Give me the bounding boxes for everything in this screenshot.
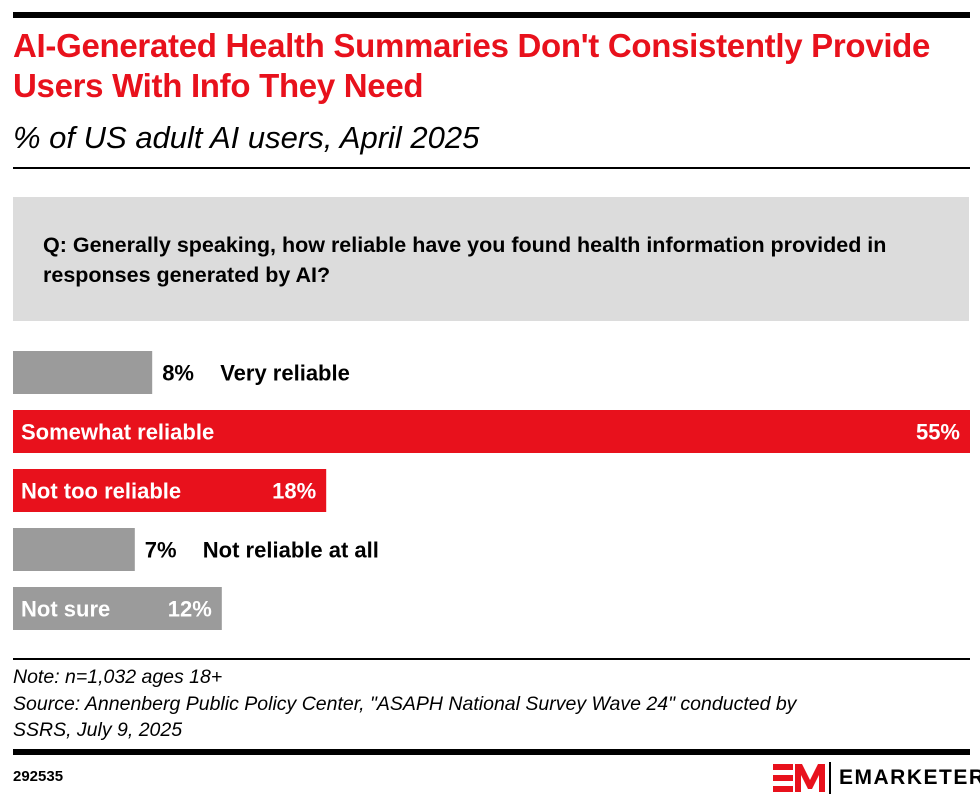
category-label: Not reliable at all <box>203 538 379 563</box>
footnote-source-cont: SSRS, July 9, 2025 <box>13 719 183 741</box>
category-label: Somewhat reliable <box>21 420 214 445</box>
bar <box>13 351 153 394</box>
footnote-source: Source: Annenberg Public Policy Center, … <box>13 693 797 715</box>
brand-name: EMARKETER <box>839 766 980 789</box>
chart-subtitle: % of US adult AI users, April 2025 <box>13 120 480 155</box>
bar-row-not-sure: Not sure 12% <box>13 587 222 630</box>
em-logo-icon <box>773 764 825 792</box>
bar <box>13 410 970 453</box>
bar-row-somewhat-reliable: Somewhat reliable 55% <box>13 410 970 453</box>
bottom-rule <box>13 749 970 755</box>
logo-divider <box>829 762 831 794</box>
bar-row-very-reliable: 8% Very reliable <box>13 351 350 394</box>
bar-row-not-reliable-at-all: 7% Not reliable at all <box>13 528 379 571</box>
bar-chart: 8% Very reliable Somewhat reliable 55% Not t… <box>13 351 970 630</box>
emarketer-logo: EMARKETER <box>773 762 980 794</box>
category-label: Very reliable <box>220 361 350 386</box>
value-label: 12% <box>168 597 212 622</box>
bar-row-not-too-reliable: Not too reliable 18% <box>13 469 327 512</box>
value-label: 55% <box>916 420 960 445</box>
footnote-note: Note: n=1,032 ages 18+ <box>13 666 223 688</box>
footer-divider <box>13 658 970 660</box>
value-label: 18% <box>272 479 316 504</box>
category-label: Not too reliable <box>21 479 181 504</box>
chart-title: AI-Generated Health Summaries Don't Cons… <box>13 27 931 104</box>
bar <box>13 528 135 571</box>
value-label: 8% <box>162 361 194 386</box>
value-label: 7% <box>145 538 177 563</box>
top-rule <box>13 12 970 18</box>
question-text: Q: Generally speaking, how reliable have… <box>43 233 887 287</box>
header-divider <box>13 167 970 169</box>
question-box: Q: Generally speaking, how reliable have… <box>13 197 969 321</box>
category-label: Not sure <box>21 597 110 622</box>
chart-id: 292535 <box>13 768 64 785</box>
bar <box>13 587 222 630</box>
bar <box>13 469 327 512</box>
